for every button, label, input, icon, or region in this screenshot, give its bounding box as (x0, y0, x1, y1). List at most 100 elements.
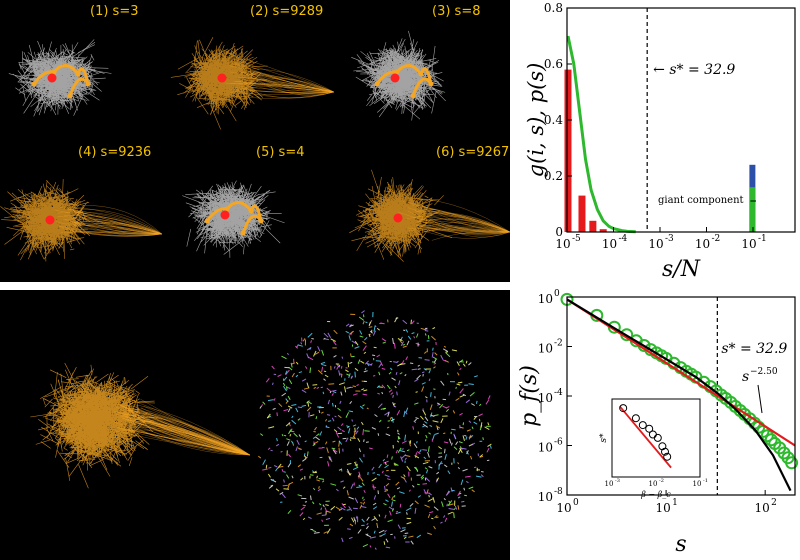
small-cluster-node (85, 81, 91, 87)
fragment-edge (291, 415, 294, 419)
fragment-edge (348, 373, 351, 379)
fragment-edge (465, 399, 471, 404)
y-tick-label-3: 0.6 (544, 57, 563, 71)
fragment-edge (394, 385, 397, 389)
fragment-edge (443, 498, 446, 501)
fragment-edge (323, 370, 327, 373)
fragment-edge (335, 488, 339, 492)
fragment-edge (361, 518, 365, 523)
fragment-edge (425, 327, 428, 330)
fragment-edge (357, 359, 361, 364)
fragment-edge (445, 352, 451, 358)
fragment-edge (422, 461, 429, 465)
fragment-edge (485, 399, 490, 405)
fragment-edge (407, 335, 412, 340)
fragment-edge (302, 458, 307, 462)
fragment-edge (351, 517, 355, 523)
fragment-edge (385, 488, 388, 491)
data-point-29 (764, 433, 778, 447)
inset-point-2 (638, 421, 647, 430)
fragment-edge (326, 414, 331, 416)
fragment-edge (392, 403, 396, 406)
giant-cluster-4-edges (0, 179, 91, 262)
fragment-edge (415, 452, 417, 459)
fragment-edge (268, 485, 273, 489)
fragment-edge (289, 434, 292, 437)
fragment-edge (455, 386, 457, 389)
fragment-edge (457, 462, 460, 465)
fragment-edge (346, 425, 350, 428)
x-tick-label-2-1: 10 (655, 501, 670, 515)
fragment-edge (322, 391, 325, 395)
fragment-edge (384, 529, 387, 533)
seed-node-2 (217, 73, 227, 83)
fragment-edge (336, 363, 340, 368)
fragment-edge (408, 489, 411, 492)
fragment-edge (406, 449, 410, 452)
fragment-edge (376, 327, 381, 331)
giant-cluster-6-edges (349, 169, 453, 262)
fragment-edge (469, 435, 472, 438)
fragment-edge (360, 360, 365, 364)
small-cluster-node (428, 81, 434, 87)
fragment-edge (446, 503, 448, 507)
fragment-edge (385, 538, 389, 543)
fragment-edge (363, 389, 368, 392)
network-snapshots-canvas (0, 30, 510, 262)
fragment-edge (350, 483, 354, 489)
fragment-edge (332, 391, 337, 394)
fragment-edge (433, 525, 436, 530)
giant-cluster-4 (0, 179, 91, 262)
fragment-edge (443, 441, 449, 444)
x-tick-label-2-2: 10 (755, 501, 770, 515)
fragment-edge (456, 383, 461, 386)
fragment-edge (348, 410, 354, 413)
fragment-edge (464, 494, 468, 497)
fragment-edge (338, 516, 343, 521)
fragment-edge (443, 464, 448, 468)
fragment-edge (486, 447, 490, 453)
fragment-edge (381, 338, 387, 342)
fragment-edge (348, 536, 353, 540)
fragment-edge (277, 374, 282, 377)
fragment-edge (460, 447, 467, 450)
fragment-edge (364, 367, 367, 371)
seed-node-1 (47, 73, 57, 83)
giant-component-annotation: giant component (658, 195, 744, 206)
fragmented-network (257, 310, 492, 550)
fragment-edge (396, 440, 400, 443)
fragment-edge (399, 450, 406, 453)
fragment-edge (341, 430, 345, 433)
fragment-edge (433, 362, 437, 365)
fit-exponent: −2.50 (750, 367, 778, 377)
fragment-edge (318, 409, 321, 414)
y-axis-label-2: p_f(s) (517, 365, 542, 427)
fragment-edge (363, 439, 365, 443)
fragment-edge (340, 480, 344, 483)
inset-point-0 (619, 404, 628, 413)
fragment-edge (334, 415, 337, 418)
fragment-edge (291, 419, 297, 425)
fragment-edge (382, 341, 386, 344)
fragment-edge (297, 344, 303, 347)
fragment-edge (279, 491, 284, 495)
giant-cluster-6 (349, 169, 453, 262)
fragment-edge (423, 456, 427, 460)
fragment-edge (402, 319, 408, 325)
fragment-edge (386, 454, 389, 458)
fragment-edge (440, 380, 445, 386)
fragment-edge (388, 371, 392, 375)
fragment-edge (406, 521, 412, 525)
fragment-edge (478, 418, 481, 422)
fragment-edge (365, 533, 372, 538)
fragment-edge (434, 432, 439, 435)
fragment-edge (459, 394, 465, 398)
fragment-edge (323, 378, 326, 381)
fragment-edge (283, 471, 286, 473)
fragment-edge (354, 367, 359, 372)
fragment-edge (338, 440, 340, 447)
fragment-edge (459, 388, 464, 394)
fragment-edge (417, 364, 420, 367)
data-point-34 (785, 456, 799, 470)
fragment-edge (393, 462, 399, 466)
